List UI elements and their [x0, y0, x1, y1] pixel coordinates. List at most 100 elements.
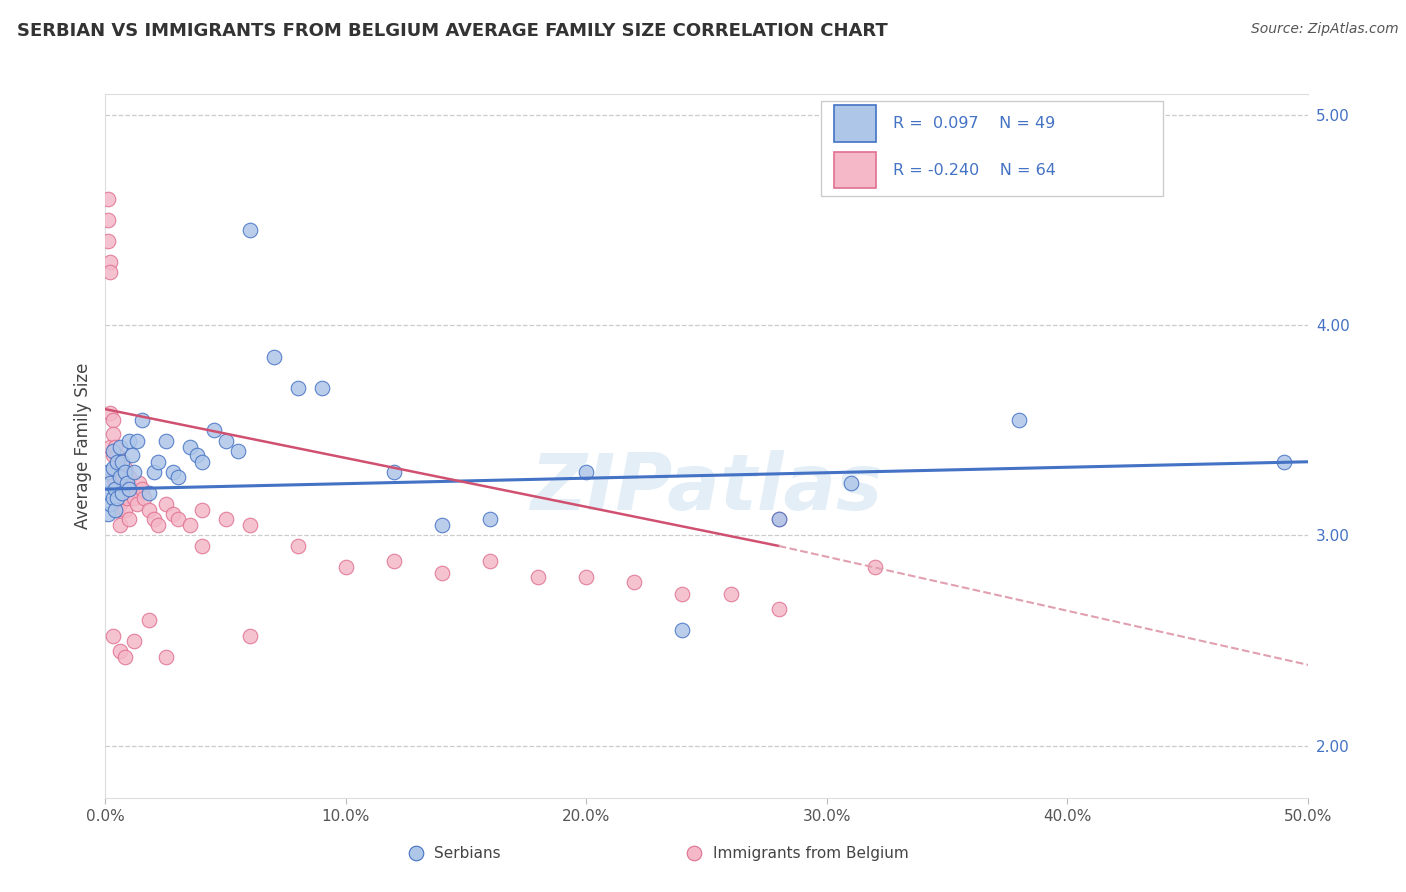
- Point: [131, 482, 153, 496]
- Point: [107, 455, 129, 469]
- Point: [107, 482, 129, 496]
- Point: [107, 503, 129, 517]
- Point: [108, 497, 131, 511]
- Point: [97, 508, 120, 522]
- Y-axis label: Average Family Size: Average Family Size: [73, 363, 91, 529]
- Point: [214, 434, 236, 448]
- Point: [104, 461, 127, 475]
- Text: Source: ZipAtlas.com: Source: ZipAtlas.com: [1251, 22, 1399, 37]
- Point: [108, 644, 131, 658]
- Point: [575, 570, 598, 584]
- Point: [97, 212, 120, 227]
- Point: [118, 434, 141, 448]
- Point: [101, 413, 124, 427]
- Point: [118, 511, 141, 525]
- Point: [190, 503, 212, 517]
- Point: [186, 449, 208, 463]
- Point: [239, 223, 262, 237]
- Point: [115, 491, 138, 505]
- Point: [111, 455, 134, 469]
- Point: [98, 440, 121, 454]
- Point: [97, 192, 120, 206]
- Point: [287, 381, 309, 395]
- Point: [107, 491, 129, 505]
- Point: [104, 440, 127, 454]
- Point: [155, 434, 177, 448]
- Point: [108, 469, 131, 483]
- Point: [114, 503, 136, 517]
- Point: [623, 574, 645, 589]
- Point: [121, 449, 143, 463]
- Point: [575, 465, 598, 479]
- Point: [138, 503, 160, 517]
- Point: [138, 613, 160, 627]
- Point: [114, 650, 136, 665]
- Point: [98, 475, 121, 490]
- Point: [104, 475, 127, 490]
- Point: [239, 629, 262, 643]
- Point: [101, 469, 124, 483]
- Point: [97, 465, 120, 479]
- Point: [162, 465, 184, 479]
- Point: [214, 511, 236, 525]
- Point: [104, 503, 127, 517]
- Point: [101, 444, 124, 458]
- Point: [142, 465, 165, 479]
- Point: [202, 423, 225, 437]
- Point: [114, 465, 136, 479]
- Point: [115, 475, 138, 490]
- Point: [148, 455, 170, 469]
- Text: ZIPatlas: ZIPatlas: [530, 450, 883, 526]
- Point: [148, 517, 170, 532]
- Point: [98, 406, 121, 420]
- Point: [97, 486, 120, 500]
- Point: [132, 491, 155, 505]
- Point: [125, 497, 148, 511]
- Point: [527, 570, 550, 584]
- Point: [166, 469, 188, 483]
- Point: [311, 381, 333, 395]
- Point: [155, 650, 177, 665]
- Point: [1008, 413, 1031, 427]
- Point: [98, 265, 121, 279]
- Point: [107, 449, 129, 463]
- Point: [108, 465, 131, 479]
- Point: [190, 455, 212, 469]
- Point: [97, 234, 120, 248]
- Point: [382, 465, 405, 479]
- Point: [671, 623, 693, 637]
- Point: [155, 497, 177, 511]
- Text: Immigrants from Belgium: Immigrants from Belgium: [713, 846, 908, 861]
- Point: [108, 517, 131, 532]
- Point: [138, 486, 160, 500]
- Point: [162, 508, 184, 522]
- Point: [720, 587, 742, 601]
- Point: [239, 517, 262, 532]
- Point: [124, 465, 146, 479]
- Point: [118, 469, 141, 483]
- Point: [108, 440, 131, 454]
- Point: [124, 633, 146, 648]
- Point: [101, 427, 124, 442]
- Point: [101, 461, 124, 475]
- Point: [839, 475, 862, 490]
- Point: [101, 491, 124, 505]
- Point: [287, 539, 309, 553]
- Point: [179, 517, 201, 532]
- Point: [190, 539, 212, 553]
- Text: Serbians: Serbians: [433, 846, 501, 861]
- Point: [111, 469, 134, 483]
- Point: [118, 482, 141, 496]
- Point: [479, 511, 502, 525]
- Point: [768, 511, 790, 525]
- Point: [1272, 455, 1295, 469]
- Point: [131, 413, 153, 427]
- Text: SERBIAN VS IMMIGRANTS FROM BELGIUM AVERAGE FAMILY SIZE CORRELATION CHART: SERBIAN VS IMMIGRANTS FROM BELGIUM AVERA…: [17, 22, 887, 40]
- Point: [121, 482, 143, 496]
- Point: [671, 587, 693, 601]
- Point: [125, 434, 148, 448]
- Point: [768, 511, 790, 525]
- Point: [863, 560, 886, 574]
- Point: [335, 560, 357, 574]
- Point: [98, 255, 121, 269]
